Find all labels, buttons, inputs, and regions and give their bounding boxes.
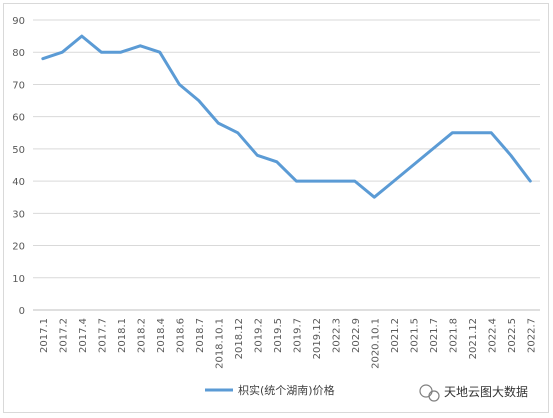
x-tick-label: 2019.7 xyxy=(292,318,303,353)
series-layer xyxy=(41,34,532,199)
wechat-icon xyxy=(419,384,440,402)
watermark: 天地云图大数据 xyxy=(419,384,528,402)
x-tick-label: 2017.7 xyxy=(97,318,108,353)
x-tick-label: 2020.10.1 xyxy=(370,318,381,369)
x-tick-label: 2022.7 xyxy=(526,318,537,353)
x-tick-label: 2017.1 xyxy=(39,318,50,353)
y-tick-label: 0 xyxy=(19,306,25,317)
x-tick-label: 2021.8 xyxy=(448,318,459,353)
x-tick-label: 2021.12 xyxy=(468,318,479,359)
y-tick-label: 70 xyxy=(12,80,25,91)
y-tick-label: 40 xyxy=(12,177,25,188)
x-tick-label: 2022.9 xyxy=(351,318,362,353)
x-tick-label: 2021.7 xyxy=(429,318,440,353)
x-tick-label: 2017.4 xyxy=(78,318,89,353)
gridlines xyxy=(33,19,540,311)
x-tick-label: 2022.5 xyxy=(507,318,518,353)
y-tick-label: 20 xyxy=(12,242,25,253)
x-tick-label: 2021.2 xyxy=(390,318,401,353)
x-tick-label: 2018.2 xyxy=(136,318,147,353)
y-tick-label: 60 xyxy=(12,113,25,124)
x-tick-label: 2018.1 xyxy=(117,318,128,353)
y-tick-label: 10 xyxy=(12,274,25,285)
y-tick-label: 30 xyxy=(12,209,25,220)
x-tick-label: 2022.4 xyxy=(487,318,498,353)
x-tick-label: 2019.5 xyxy=(273,318,284,353)
x-tick-label: 2018.12 xyxy=(234,318,245,359)
x-tick-label: 2018.7 xyxy=(195,318,206,353)
y-tick-label: 90 xyxy=(12,16,25,27)
y-tick-label: 50 xyxy=(12,145,25,156)
x-tick-label: 2021.5 xyxy=(409,318,420,353)
x-tick-label: 2018.6 xyxy=(175,318,186,353)
y-axis-ticks: 0 10 20 30 40 50 60 70 80 90 xyxy=(12,16,25,317)
x-tick-label: 2018.10.1 xyxy=(214,318,225,369)
x-tick-label: 2019.2 xyxy=(253,318,264,353)
y-tick-label: 80 xyxy=(12,48,25,59)
x-axis-ticks: 2017.1 2017.2 2017.4 2017.7 2018.1 2018.2 2018… xyxy=(39,318,538,369)
x-tick-label: 2019.12 xyxy=(312,318,323,359)
series-line xyxy=(41,34,532,199)
watermark-text: 天地云图大数据 xyxy=(444,384,528,399)
x-tick-label: 2018.4 xyxy=(156,318,167,353)
x-tick-label: 2017.2 xyxy=(58,318,69,353)
chart-frame xyxy=(3,3,549,413)
x-tick-label: 2022.3 xyxy=(331,318,342,353)
legend-label: 枳实(统个湖南)价格 xyxy=(238,383,335,397)
legend: 枳实(统个湖南)价格 xyxy=(205,383,335,397)
